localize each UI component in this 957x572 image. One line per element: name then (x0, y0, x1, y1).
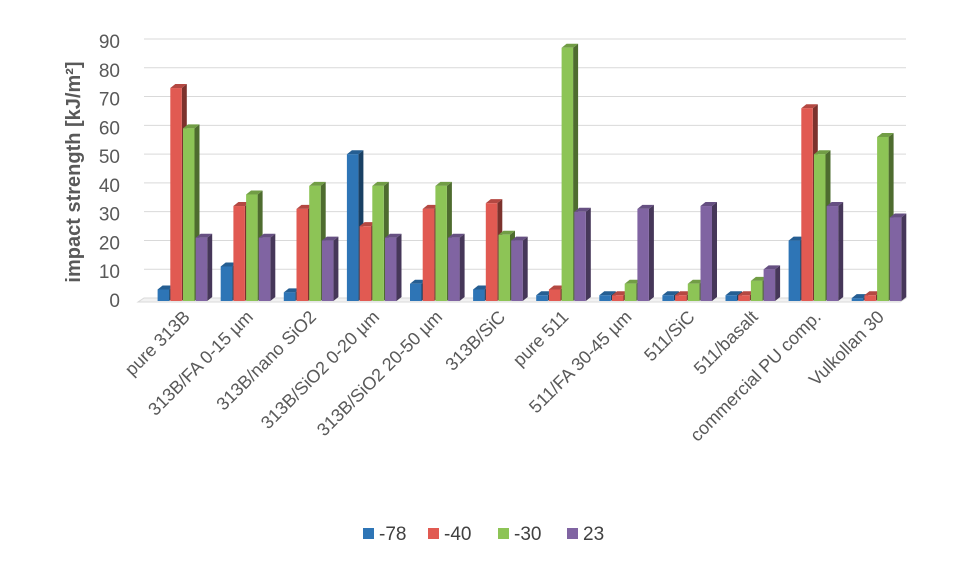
bar (574, 207, 591, 301)
x-tick-label: 313B/SiC (441, 307, 509, 375)
y-tick-label: 40 (99, 176, 120, 197)
legend-swatch (428, 528, 439, 539)
y-tick-label: 70 (99, 90, 120, 111)
y-tick-label: 0 (109, 291, 120, 312)
legend-label: -30 (514, 524, 541, 545)
x-tick-label: 313B/SiO2 0-20 µm (257, 307, 383, 433)
y-tick-label: 30 (99, 205, 120, 226)
legend-swatch (363, 528, 374, 539)
y-tick-label: 90 (99, 32, 120, 53)
y-tick-label: 60 (99, 118, 120, 139)
x-tick-label: pure 511 (509, 307, 572, 370)
bar (321, 236, 339, 301)
bar (700, 202, 717, 301)
bar (258, 233, 276, 301)
legend-item: -30 (498, 524, 541, 545)
bar (826, 202, 844, 301)
y-tick-label: 50 (99, 147, 120, 168)
bar (637, 204, 654, 301)
y-tick-label: 20 (99, 233, 120, 254)
legend-label: -78 (379, 524, 406, 545)
x-tick-label: 313B/SiO2 20-50 µm (313, 307, 446, 440)
legend-item: 23 (567, 524, 604, 545)
x-tick-label: 511/SiC (640, 307, 698, 365)
y-tick-label: 80 (99, 61, 120, 82)
legend: -78 -40 -30 23 (363, 524, 604, 545)
bar (889, 213, 907, 301)
y-axis-ticks: 0 10 20 30 40 50 60 70 80 90 (99, 32, 120, 312)
legend-label: -40 (444, 524, 471, 545)
legend-label: 23 (583, 524, 604, 545)
bar (763, 265, 781, 301)
legend-item: -78 (363, 524, 406, 545)
legend-swatch (498, 528, 509, 539)
legend-item: -40 (428, 524, 471, 545)
bar (448, 233, 465, 301)
bar (385, 233, 402, 301)
x-tick-label: 313B/FA 0-15 µm (144, 307, 257, 420)
y-axis-label: impact strength [kJ/m²] (63, 61, 85, 282)
legend-swatch (567, 528, 578, 539)
bar (511, 236, 528, 301)
bar (195, 233, 213, 301)
bars (157, 43, 907, 302)
y-tick-label: 10 (99, 262, 120, 283)
